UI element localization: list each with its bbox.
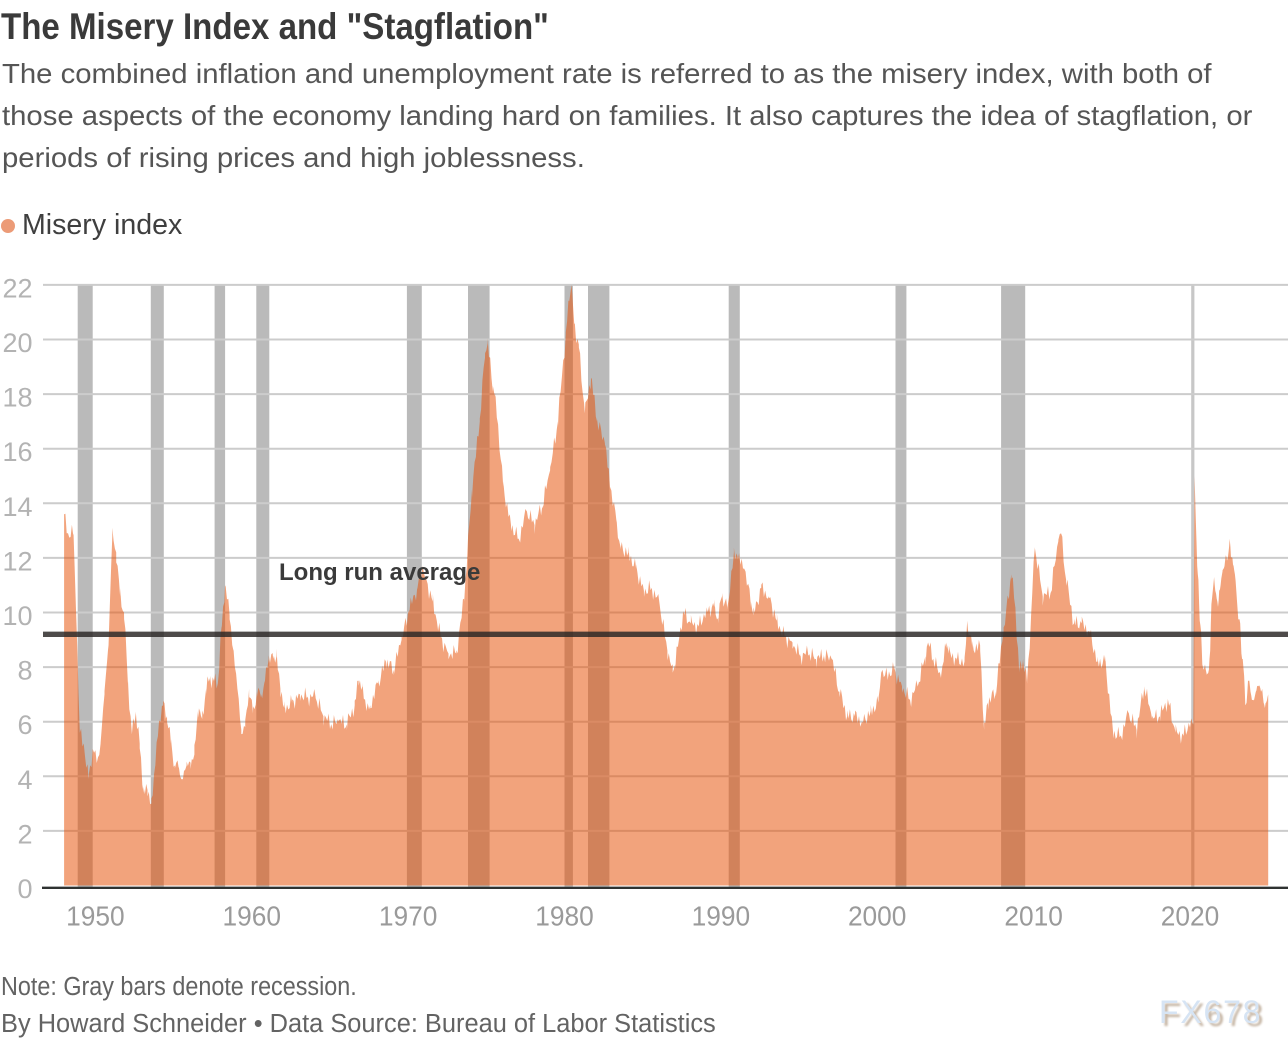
svg-text:10: 10 (2, 601, 32, 631)
svg-text:1990: 1990 (692, 901, 751, 932)
svg-text:2020: 2020 (1161, 901, 1220, 932)
svg-text:1970: 1970 (379, 901, 438, 932)
svg-text:1950: 1950 (66, 901, 125, 932)
svg-text:16: 16 (2, 437, 32, 467)
svg-text:22: 22 (2, 273, 32, 303)
svg-text:12: 12 (2, 546, 32, 576)
svg-text:4: 4 (17, 765, 32, 795)
svg-text:20: 20 (2, 328, 32, 358)
svg-text:1980: 1980 (535, 901, 594, 932)
svg-text:Long run average: Long run average (279, 559, 480, 586)
svg-text:8: 8 (17, 656, 32, 686)
svg-text:6: 6 (17, 710, 32, 740)
svg-text:14: 14 (2, 492, 32, 522)
svg-text:2010: 2010 (1004, 901, 1063, 932)
svg-text:2000: 2000 (848, 901, 907, 932)
svg-text:0: 0 (17, 874, 32, 904)
svg-text:2: 2 (17, 819, 32, 849)
svg-text:18: 18 (2, 383, 32, 413)
svg-text:1960: 1960 (223, 901, 282, 932)
